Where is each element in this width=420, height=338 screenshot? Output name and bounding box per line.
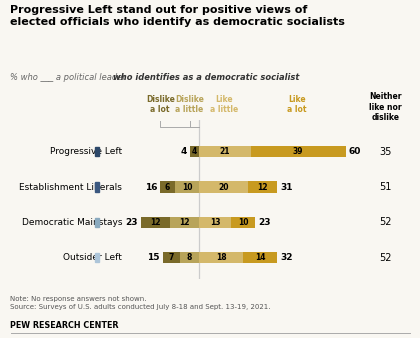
Text: 12: 12	[257, 183, 268, 192]
Text: % who ___ a political leader: % who ___ a political leader	[10, 73, 129, 82]
Text: 35: 35	[379, 147, 391, 157]
Text: 51: 51	[379, 182, 391, 192]
Text: Progressive Left stand out for positive views of
elected officials who identify : Progressive Left stand out for positive …	[10, 5, 345, 27]
Text: 15: 15	[147, 253, 160, 262]
Bar	[243, 252, 278, 263]
Text: 60: 60	[349, 147, 361, 156]
Text: 20: 20	[218, 183, 229, 192]
Text: 16: 16	[145, 183, 157, 192]
Bar	[189, 146, 199, 158]
Bar	[199, 252, 243, 263]
Text: 12: 12	[150, 218, 160, 227]
Text: 6: 6	[165, 183, 170, 192]
Text: 23: 23	[125, 218, 138, 227]
Text: 52: 52	[379, 253, 391, 263]
Text: Note: No response answers not shown.
Source: Surveys of U.S. adults conducted Ju: Note: No response answers not shown. Sou…	[10, 296, 271, 310]
Text: 23: 23	[258, 218, 271, 227]
Bar	[199, 146, 251, 158]
Text: 14: 14	[255, 253, 265, 262]
Text: who identifies as a democratic socialist: who identifies as a democratic socialist	[113, 73, 300, 82]
Text: Progressive Left: Progressive Left	[50, 147, 122, 156]
Text: Like
a lot: Like a lot	[287, 95, 307, 114]
Bar	[163, 252, 180, 263]
Text: 7: 7	[168, 253, 174, 262]
Text: 4: 4	[192, 147, 197, 156]
Text: 10: 10	[182, 183, 192, 192]
Text: 8: 8	[187, 253, 192, 262]
Text: 13: 13	[210, 218, 220, 227]
Bar	[251, 146, 346, 158]
Text: Dislike
a lot: Dislike a lot	[146, 95, 175, 114]
Text: 32: 32	[281, 253, 293, 262]
Text: Like
a little: Like a little	[210, 95, 238, 114]
Bar	[160, 182, 175, 193]
Text: 12: 12	[179, 218, 190, 227]
Bar	[180, 252, 199, 263]
Text: 39: 39	[293, 147, 303, 156]
Text: 10: 10	[238, 218, 249, 227]
Text: 21: 21	[220, 147, 230, 156]
Text: 52: 52	[379, 217, 391, 227]
Bar	[175, 182, 199, 193]
Bar	[199, 217, 231, 228]
Bar	[141, 217, 170, 228]
Bar	[199, 182, 248, 193]
Text: Establishment Liberals: Establishment Liberals	[19, 183, 122, 192]
Bar	[248, 182, 278, 193]
Text: Democratic Mainstays: Democratic Mainstays	[22, 218, 122, 227]
Text: Neither
like nor
dislike: Neither like nor dislike	[369, 92, 402, 122]
Text: 31: 31	[281, 183, 293, 192]
Bar	[231, 217, 255, 228]
Text: 18: 18	[216, 253, 226, 262]
Text: PEW RESEARCH CENTER: PEW RESEARCH CENTER	[10, 320, 119, 330]
Text: Outsider Left: Outsider Left	[63, 253, 122, 262]
Text: 4: 4	[180, 147, 186, 156]
Text: Dislike
a little: Dislike a little	[175, 95, 204, 114]
Bar	[170, 217, 199, 228]
